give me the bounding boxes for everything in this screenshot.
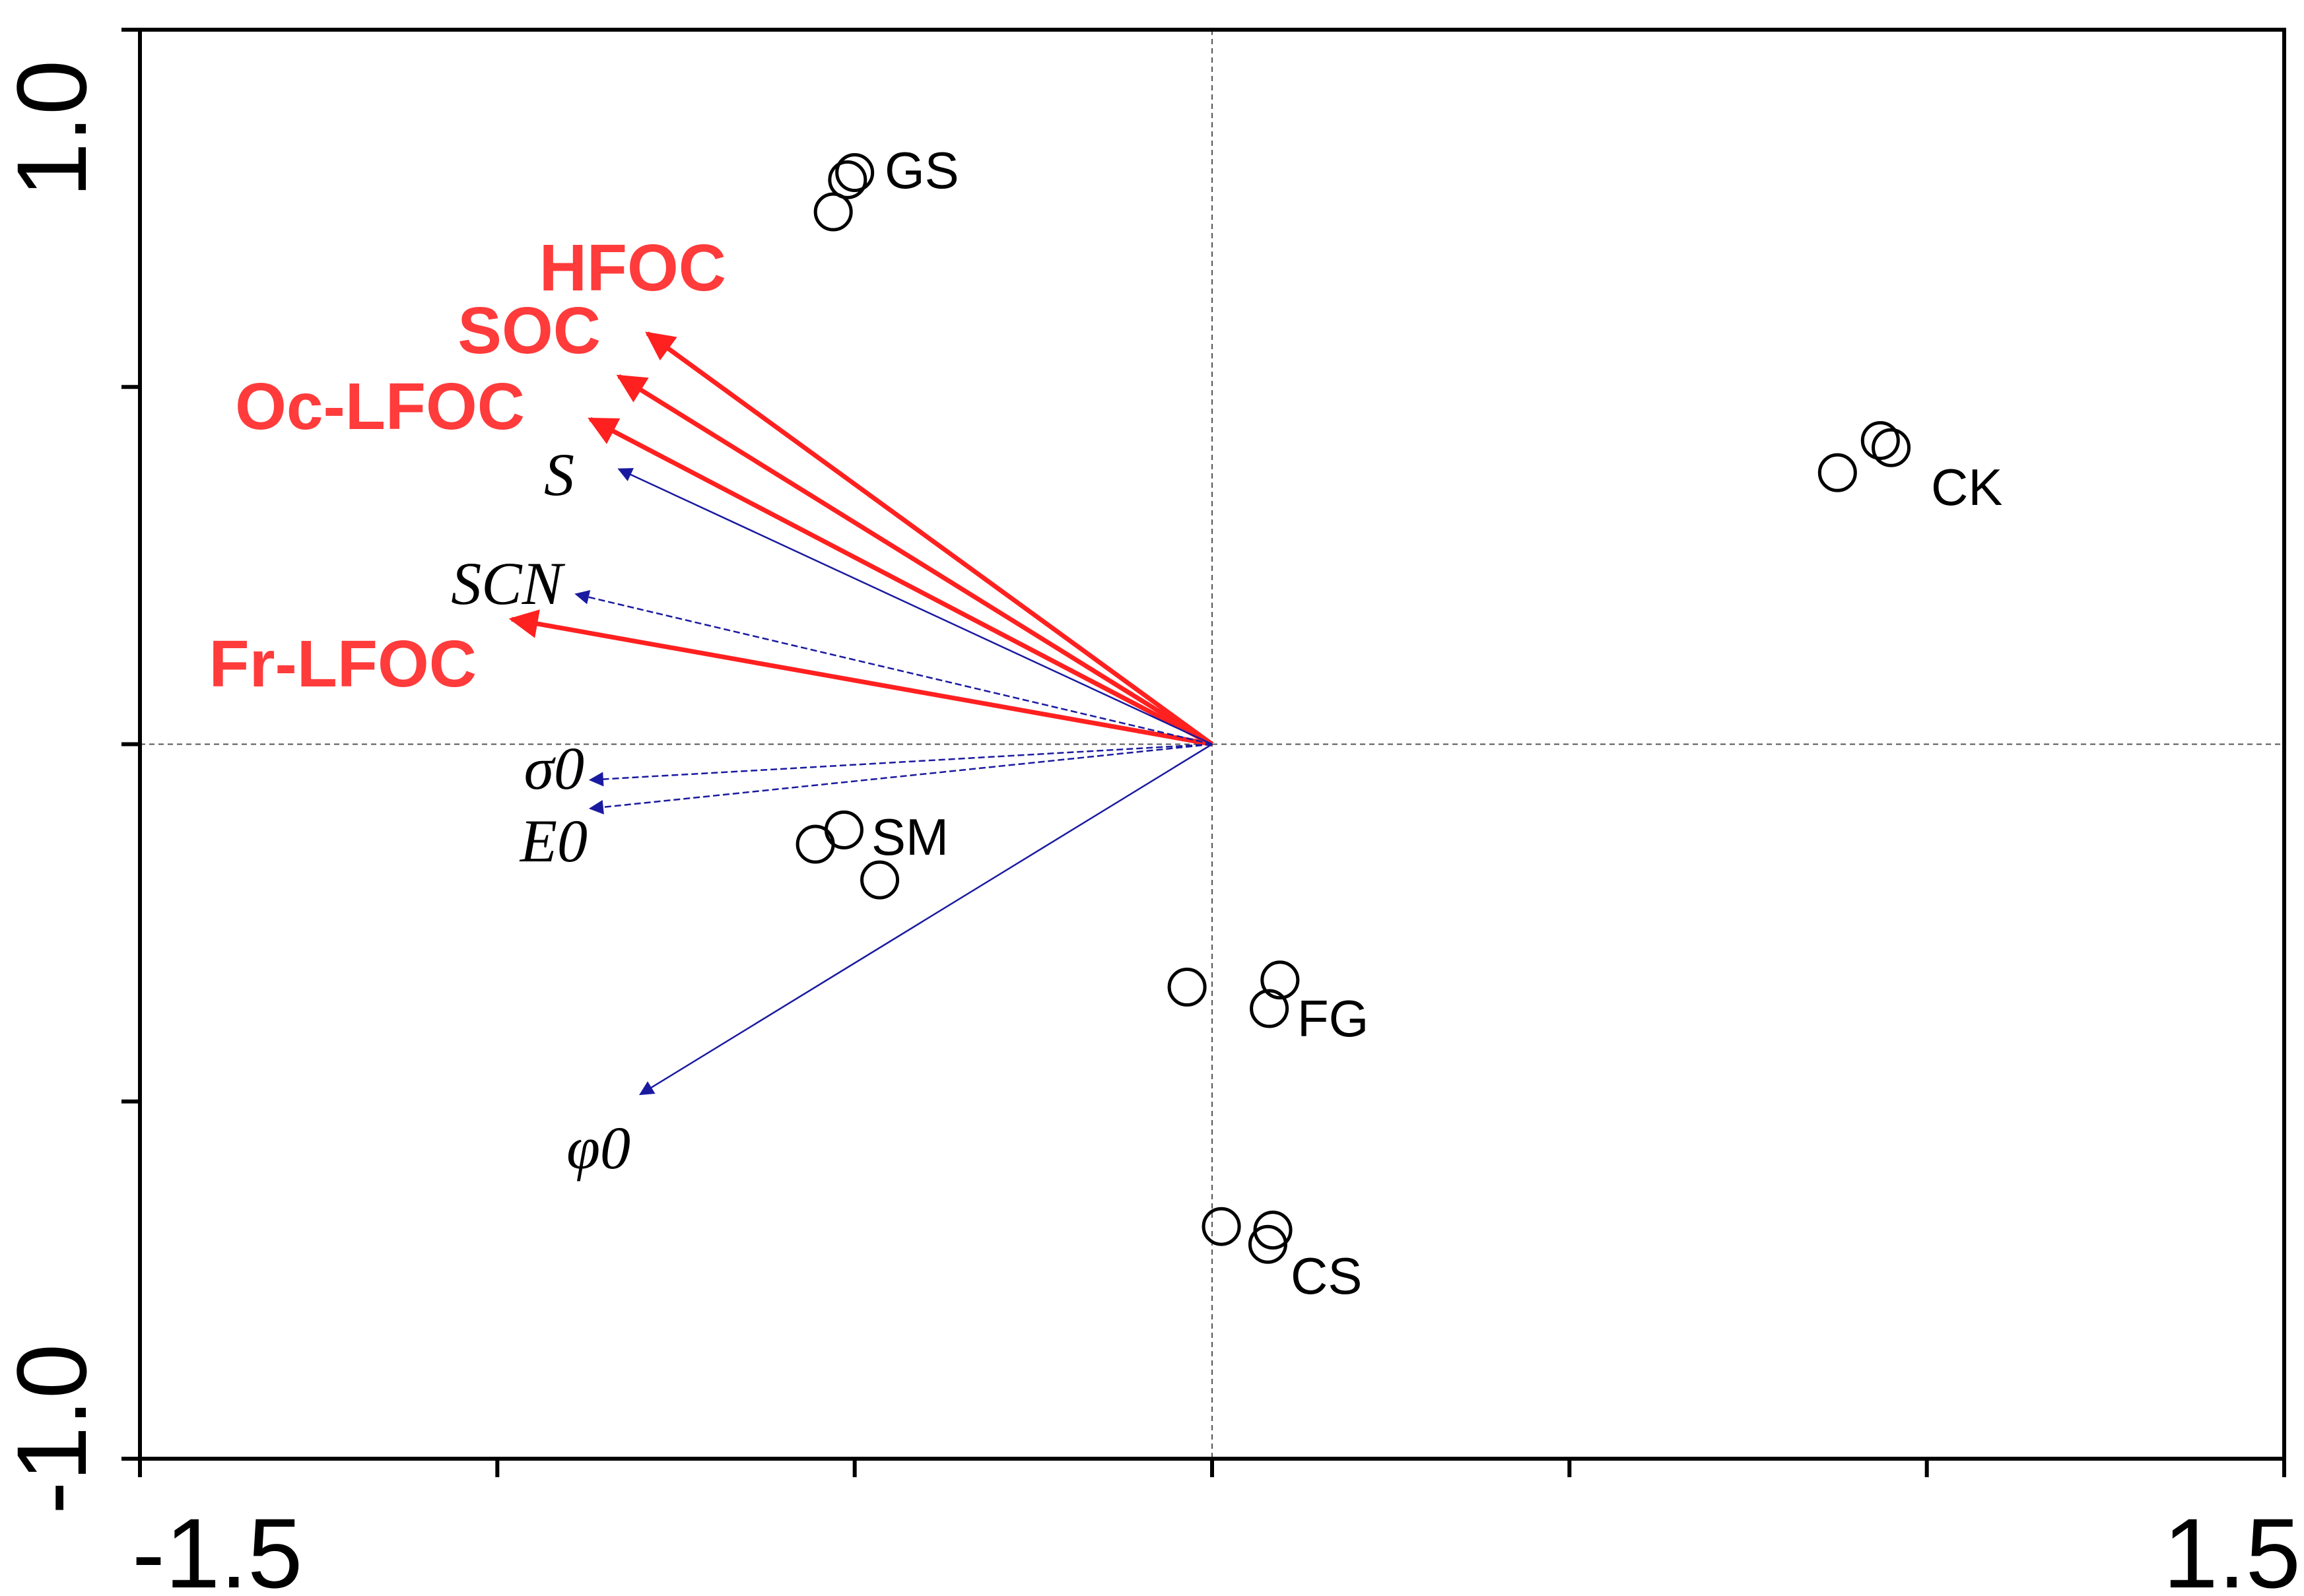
group-label: CS (1291, 1247, 1362, 1305)
site-point-fg (1167, 968, 1207, 1007)
arrow-scn (574, 590, 1213, 745)
site-point-cs (1248, 1224, 1287, 1264)
x-tick-label: -1.5 (132, 1498, 302, 1596)
arrow-label: σ0 (524, 735, 584, 802)
arrow-label: S (544, 441, 574, 508)
arrow-σ0 (588, 743, 1213, 787)
arrow-φ0 (638, 743, 1213, 1096)
arrow-group (508, 331, 1214, 1096)
arrow-label: SCN (451, 550, 565, 617)
arrow-label: Oc-LFOC (235, 370, 525, 444)
arrow-hfoc (645, 331, 1214, 747)
y-tick-label: 1.0 (0, 60, 107, 198)
site-point-fg (1260, 960, 1300, 1000)
axis-ticks: -1.5 1.5 1.0 -1.0 (0, 28, 2301, 1596)
site-point-sm (796, 824, 835, 864)
site-point-cs (1202, 1207, 1241, 1246)
group-label: FG (1297, 989, 1369, 1047)
arrow-s (617, 468, 1213, 745)
site-point-gs (835, 153, 875, 192)
site-point-ck (1872, 428, 1911, 467)
site-point-sm (860, 860, 900, 900)
arrow-label: Fr-LFOC (209, 627, 477, 701)
arrow-label: φ0 (566, 1114, 630, 1181)
site-point-gs (813, 192, 853, 232)
y-tick-label: -1.0 (0, 1344, 107, 1514)
site-point-fg (1250, 989, 1289, 1028)
arrow-label: SOC (457, 294, 601, 368)
group-label: SM (871, 808, 949, 866)
point-group (796, 153, 1911, 1264)
site-point-ck (1860, 420, 1900, 460)
arrow-soc (616, 374, 1213, 747)
site-point-gs (828, 160, 867, 199)
group-label: CK (1931, 458, 2002, 516)
arrow-fr-lfoc (508, 609, 1213, 747)
arrow-oc-lfoc (588, 416, 1213, 747)
arrow-label: E0 (519, 807, 588, 875)
site-point-ck (1817, 453, 1857, 492)
group-label: GS (885, 141, 959, 199)
x-tick-label: 1.5 (2163, 1498, 2301, 1596)
arrow-label: HFOC (539, 231, 726, 305)
arrow-e0 (588, 743, 1213, 815)
